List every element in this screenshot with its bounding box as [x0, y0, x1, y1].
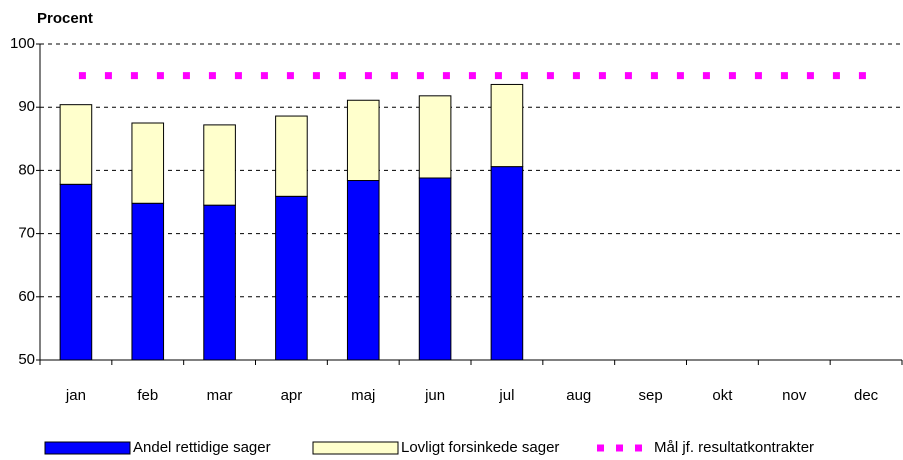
bar-segment [203, 204, 236, 361]
legend-swatch [312, 441, 399, 455]
legend-label: Andel rettidige sager [133, 439, 271, 456]
x-tick-label: apr [281, 387, 303, 404]
bar-segment [131, 202, 165, 361]
bar-segment [203, 124, 236, 206]
x-tick-label: nov [782, 387, 807, 404]
bar-segment [275, 195, 308, 361]
x-tick-label: sep [638, 387, 662, 404]
bar-segment [59, 183, 93, 361]
x-tick-label: dec [854, 387, 879, 404]
y-axis-title: Procent [37, 10, 93, 27]
bar-segment [490, 83, 524, 168]
y-tick-label: 80 [18, 161, 35, 178]
bar-segment [346, 99, 380, 182]
legend-label: Mål jf. resultatkontrakter [654, 439, 814, 456]
bar-segment [418, 177, 452, 361]
x-tick-label: feb [137, 387, 158, 404]
y-tick-label: 100 [10, 35, 35, 52]
y-tick-label: 70 [18, 225, 35, 242]
x-tick-label: okt [712, 387, 733, 404]
x-tick-label: jun [424, 387, 445, 404]
y-tick-label: 90 [18, 98, 35, 115]
x-tick-label: jan [65, 387, 86, 404]
x-tick-label: maj [351, 387, 375, 404]
legend-label: Lovligt forsinkede sager [401, 439, 559, 456]
x-tick-label: aug [566, 387, 591, 404]
legend-swatch [44, 441, 131, 455]
y-tick-label: 60 [18, 288, 35, 305]
bar-segment [418, 95, 452, 179]
x-tick-label: jul [498, 387, 514, 404]
bar-segment [131, 122, 165, 204]
bar-segment [275, 115, 308, 197]
x-tick-label: mar [207, 387, 233, 404]
bar-segment [59, 104, 93, 185]
bar-segment [490, 166, 524, 361]
bar-segment [346, 180, 380, 361]
y-tick-label: 50 [18, 351, 35, 368]
